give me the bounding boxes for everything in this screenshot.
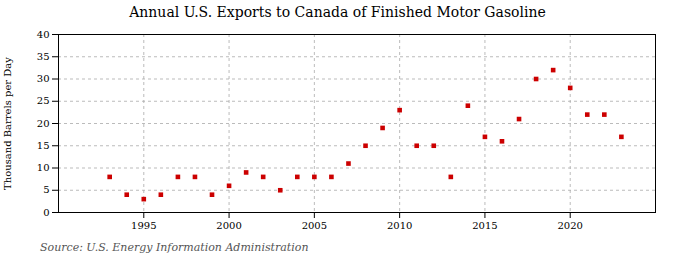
svg-text:20: 20 <box>37 118 50 129</box>
svg-text:10: 10 <box>37 162 50 173</box>
svg-text:25: 25 <box>37 95 50 106</box>
svg-text:2005: 2005 <box>302 220 327 231</box>
svg-text:2015: 2015 <box>472 220 497 231</box>
svg-text:1995: 1995 <box>131 220 156 231</box>
html-text:Annual U.S. Exports to Canada: Annual U.S. Exports to Canada of Finishe… <box>129 4 546 20</box>
svg-text:15: 15 <box>37 140 50 151</box>
svg-text:5: 5 <box>43 184 49 195</box>
svg-text:30: 30 <box>37 73 50 84</box>
svg-text:2020: 2020 <box>557 220 582 231</box>
html-text:Source: U.S. Energy Informatio: Source: U.S. Energy Information Administ… <box>40 241 309 254</box>
svg-text:2010: 2010 <box>387 220 412 231</box>
svg-text:2000: 2000 <box>216 220 241 231</box>
svg-text:Thousand Barrels per Day: Thousand Barrels per Day <box>2 57 13 190</box>
svg-text:40: 40 <box>37 29 50 40</box>
svg-text:0: 0 <box>43 207 49 218</box>
svg-text:35: 35 <box>37 51 50 62</box>
